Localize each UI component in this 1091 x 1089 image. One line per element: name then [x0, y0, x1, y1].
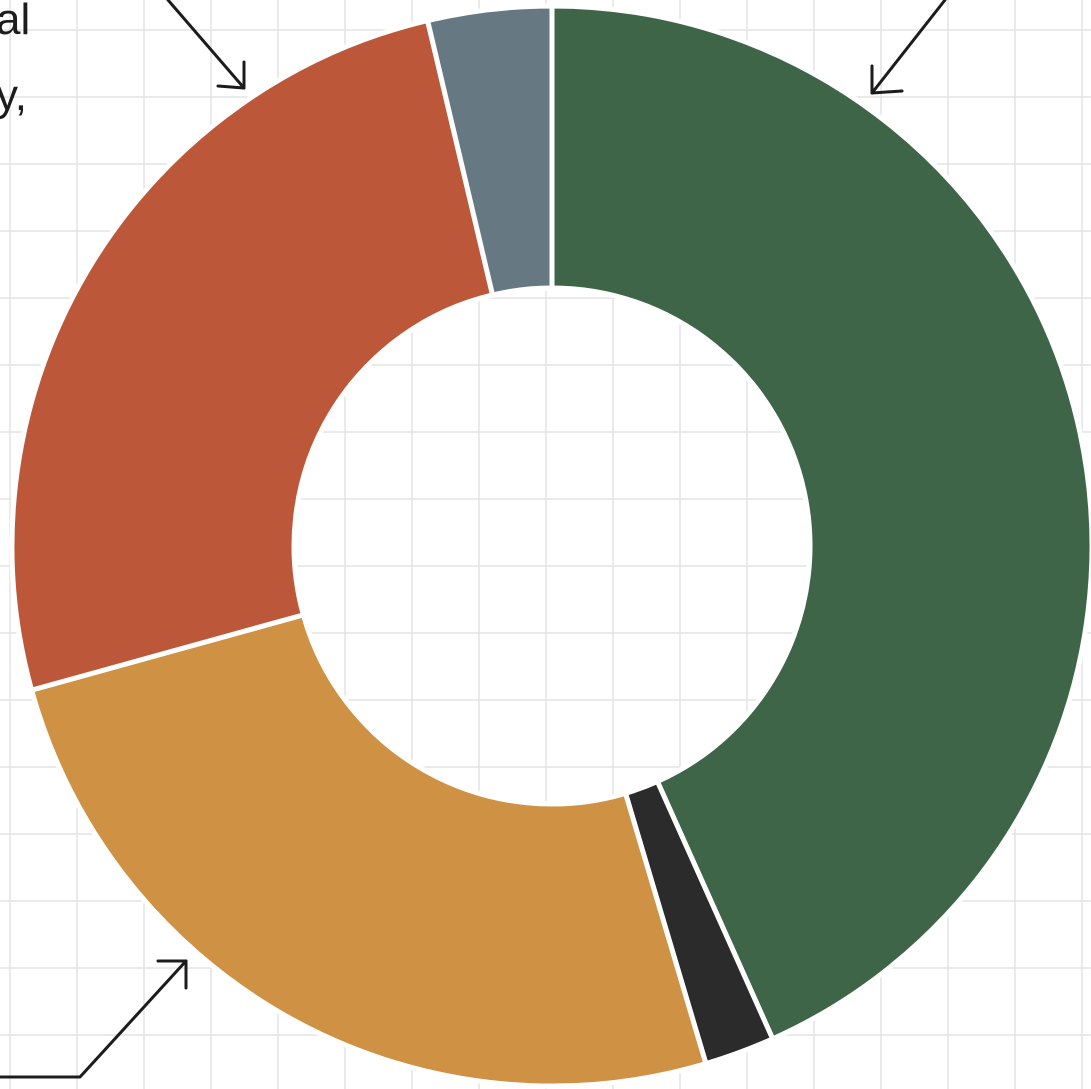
- annotation-arrows: [0, 0, 947, 1079]
- donut-slice-5: [425, 3, 555, 298]
- arrow-top-left: [166, 0, 246, 90]
- donut-slices: [9, 3, 1091, 1089]
- donut-slice-4: [9, 18, 496, 693]
- donut-slice-3: [29, 612, 709, 1089]
- donut-slice-1: [549, 3, 1091, 1042]
- annotation-text-line-2: y,: [0, 71, 27, 120]
- annotation-text-line-1: al: [0, 0, 30, 44]
- arrow-bottom-left: [0, 959, 188, 1079]
- arrow-top-right: [870, 0, 947, 95]
